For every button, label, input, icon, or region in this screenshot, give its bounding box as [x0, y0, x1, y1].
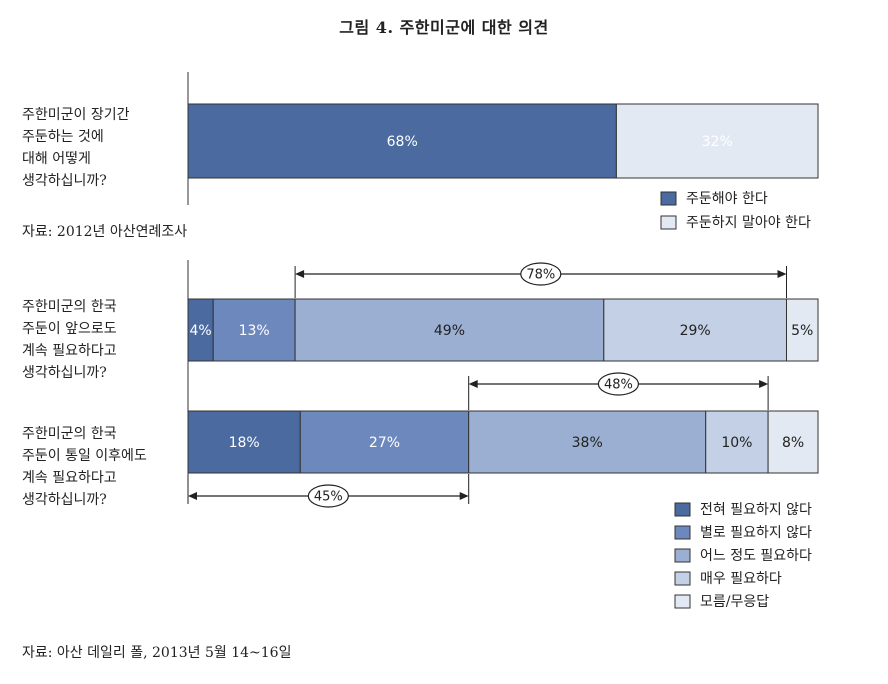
chart2-legend-swatch-5 [674, 594, 691, 609]
bracket-row2-lower-arrow-left [188, 492, 197, 500]
chart2-legend-label-1: 전혀 필요하지 않다 [700, 502, 812, 518]
chart2-row1-bar-segment-4 [603, 298, 787, 362]
chart2-legend-swatch-4 [674, 571, 691, 586]
chart2-legend-label-3: 어느 정도 필요하다 [700, 548, 812, 564]
chart1-bar-segment-label-1: 68% [387, 134, 418, 150]
chart2-row2-bar-segment-2 [299, 410, 470, 474]
chart2-row2-bar-segment-label-5: 8% [782, 435, 804, 451]
chart2-row1-bar-segment-label-3: 49% [434, 323, 465, 339]
chart1-legend-swatch-1 [660, 191, 677, 206]
chart2-row1-bar-segment-label-1: 4% [189, 323, 211, 339]
chart2-row2-bar-segment-label-3: 38% [572, 435, 603, 451]
chart2-legend-swatch-3 [674, 548, 691, 563]
bracket-row2-lower-arrow-right [459, 492, 469, 500]
chart1-bar-segment-label-2: 32% [702, 134, 733, 150]
chart1-bar-segment-1 [187, 103, 617, 179]
question-2: 주한미군의 한국 주둔이 앞으로도 계속 필요하다고 생각하십니까? [22, 299, 117, 381]
chart2-row2-bar-segment-label-1: 18% [229, 435, 260, 451]
chart1-bar-segment-2 [615, 103, 819, 179]
chart2-row1-bar-segment-3 [294, 298, 605, 362]
bracket-row1-arrow-left [295, 270, 305, 278]
chart2-legend-label-5: 모름/무응답 [700, 594, 769, 610]
source-note-2: 자료: 아산 데일리 폴, 2013년 5월 14~16일 [22, 645, 292, 661]
chart2-legend-label-2: 별로 필요하지 않다 [700, 525, 812, 541]
chart2-row2-bar-segment-1 [187, 410, 301, 474]
chart2-row1-bar-segment-label-5: 5% [791, 323, 813, 339]
chart1-legend-label-1: 주둔해야 한다 [686, 191, 768, 207]
chart2-row2-bar-segment-4 [705, 410, 769, 474]
chart2-row1-bar-segment-label-2: 13% [239, 323, 270, 339]
question-3: 주한미군의 한국 주둔이 통일 이후에도 계속 필요하다고 생각하십니까? [22, 426, 147, 508]
bracket-row2-lower-oval [307, 484, 349, 508]
bracket-row2-upper-arrow-left [468, 380, 478, 388]
bracket-row2-upper-arrow-right [759, 380, 769, 388]
figure-title: 그림 4. 주한미군에 대한 의견 [339, 18, 549, 37]
bracket-row2-upper-label: 48% [604, 378, 633, 393]
chart2-row1-bar-segment-1 [187, 298, 214, 362]
bracket-row2-upper-oval [597, 372, 639, 396]
chart2-legend-label-4: 매우 필요하다 [700, 571, 782, 587]
chart2-legend-swatch-1 [674, 502, 691, 517]
chart1-legend-label-2: 주둔하지 말아야 한다 [686, 215, 811, 231]
chart2-row2-bar-segment-3 [468, 410, 707, 474]
chart2-row2-bar-segment-label-4: 10% [721, 435, 752, 451]
bracket-row2-lower-label: 45% [314, 490, 343, 505]
source-note-1: 자료: 2012년 아산연례조사 [22, 224, 188, 240]
chart2-row1-bar-segment-5 [786, 298, 819, 362]
chart2-row1-bar-segment-label-4: 29% [680, 323, 711, 339]
chart2-row2-bar-segment-5 [767, 410, 819, 474]
bracket-row1-arrow-right [777, 270, 787, 278]
chart2-legend-swatch-2 [674, 525, 691, 540]
question-1: 주한미군이 장기간 주둔하는 것에 대해 어떻게 생각하십니까? [22, 107, 130, 189]
chart2-row2-bar-segment-label-2: 27% [369, 435, 400, 451]
chart1-legend-swatch-2 [660, 215, 677, 230]
bracket-row1-oval [520, 262, 562, 286]
bracket-row1-label: 78% [526, 268, 555, 283]
